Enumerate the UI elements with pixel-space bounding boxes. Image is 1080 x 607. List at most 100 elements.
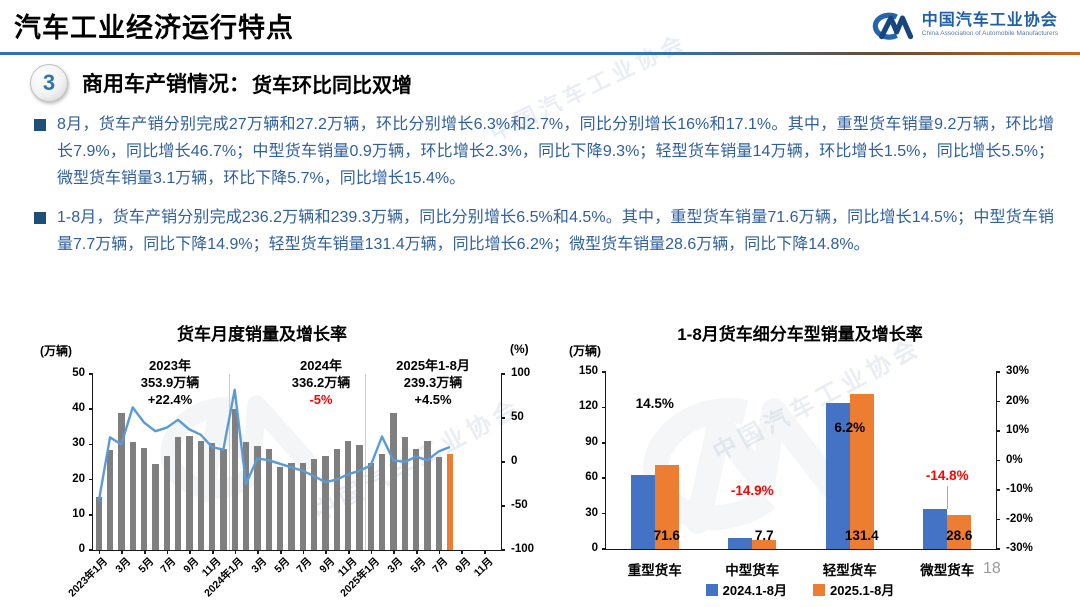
monthly-bar — [95, 496, 102, 550]
monthly-bar — [356, 444, 363, 550]
bar-value-label: 131.4 — [844, 528, 879, 543]
left-axis-tick-label: 0 — [591, 542, 598, 554]
growth-label: -14.8% — [925, 468, 969, 484]
bullet-square-icon — [34, 119, 46, 131]
axis-tick — [89, 549, 93, 551]
bar-2025 — [947, 515, 972, 549]
bar-value-label: 28.6 — [946, 528, 973, 543]
monthly-chart-plot: 0 10 20 30 40 50 -100 -50 0 50 100 2023年1月 3月 5月 7月 9月 1… — [66, 367, 535, 600]
legend-item: 2024.1-8月 — [705, 580, 787, 599]
axis-tick — [501, 461, 505, 463]
axis-tick — [438, 550, 441, 554]
segment-sales-chart: 1-8月货车细分车型销量及增长率 (万辆) 71.6 14.5% 重型货车 7.7 -1… — [565, 312, 1075, 607]
annotation-growth: +22.4% — [147, 391, 193, 407]
right-axis-tick-label: 0% — [1006, 453, 1023, 466]
monthly-bar — [163, 456, 170, 550]
axis-tick — [996, 459, 1000, 462]
annotation-2025: 2025年1-8月 239.3万辆 +4.5% — [363, 358, 503, 409]
bar-2025 — [752, 539, 777, 549]
annotation-volume: 239.3万辆 — [403, 374, 463, 390]
bar-value-label: 7.7 — [754, 528, 774, 543]
axis-tick — [98, 550, 101, 554]
left-axis-tick-label: 30 — [585, 506, 598, 519]
axis-tick — [234, 550, 237, 554]
axis-tick — [484, 550, 486, 554]
axis-tick — [189, 550, 191, 554]
monthly-bar — [129, 442, 136, 550]
monthly-bar — [288, 462, 295, 550]
left-axis-tick-label: 60 — [585, 471, 598, 484]
axis-tick — [393, 550, 395, 554]
axis-tick — [121, 550, 123, 554]
bar-2024 — [923, 509, 948, 549]
axis-tick — [212, 550, 214, 554]
right-axis-tick-label: 10% — [1006, 424, 1030, 436]
annotation-year: 2023年 — [149, 358, 191, 373]
right-axis-tick-label: 50 — [511, 411, 524, 423]
right-axis-tick-label: -30% — [1006, 542, 1033, 554]
cm-logo-icon — [862, 10, 914, 40]
monthly-bar — [140, 448, 148, 550]
axis-tick — [501, 373, 505, 375]
page-number: 18 — [983, 560, 1001, 577]
annotation-year: 2024年 — [300, 358, 342, 373]
annotation-2024: 2024年 336.2万辆 -5% — [261, 358, 381, 409]
category-label: 重型货车 — [627, 563, 682, 578]
bar-value-label: 71.6 — [653, 528, 680, 543]
annotation-growth: +4.5% — [414, 391, 452, 407]
monthly-bar — [174, 436, 182, 550]
right-axis-tick-label: 30% — [1006, 365, 1030, 377]
axis-tick — [325, 550, 327, 554]
axis-tick — [996, 430, 1000, 432]
monthly-bar — [322, 456, 329, 550]
monthly-bar — [378, 453, 386, 550]
monthly-bar — [401, 437, 408, 550]
axis-tick — [996, 518, 1000, 521]
left-axis-tick-label: 10 — [72, 507, 85, 520]
legend-swatch-2024 — [705, 583, 718, 596]
bullet-text: 1-8月，货车产销分别完成236.2万辆和239.3万辆，同比分别增长6.5%和… — [57, 208, 1054, 253]
right-axis-tick-label: -50 — [511, 499, 528, 511]
bullet-item: 8月，货车产销分别完成27万辆和27.2万辆，环比分别增长6.3%和2.7%，同… — [34, 112, 1054, 193]
section-subtitle: 货车环比同比双增 — [252, 74, 412, 97]
axis-tick — [280, 550, 282, 554]
monthly-bar — [333, 449, 340, 550]
right-axis-tick-label: 100 — [511, 367, 531, 379]
left-axis-unit: (万辆) — [40, 344, 72, 358]
growth-label: 14.5% — [635, 395, 674, 411]
growth-label: 6.2% — [834, 420, 866, 436]
monthly-bar — [390, 412, 397, 550]
category-label: 中型货车 — [725, 563, 780, 578]
monthly-bar — [299, 463, 306, 550]
axis-tick — [996, 400, 1000, 403]
chart-title: 1-8月货车细分车型销量及增长率 — [677, 325, 923, 344]
legend-swatch-2025 — [813, 583, 825, 596]
left-axis-unit: (万辆) — [569, 344, 601, 358]
axis-tick — [996, 489, 1000, 491]
monthly-bar — [367, 462, 374, 550]
axis-tick — [89, 443, 93, 446]
monthly-bar — [276, 466, 284, 550]
category-label: 微型货车 — [920, 563, 975, 578]
left-axis-tick-label: 40 — [72, 402, 85, 415]
bar-2024 — [825, 403, 850, 549]
left-axis-tick-label: 20 — [72, 472, 85, 485]
monthly-bar — [344, 441, 352, 550]
monthly-bar — [231, 409, 238, 550]
axis-tick — [602, 442, 606, 444]
growth-label-connector — [947, 486, 949, 510]
monthly-sales-chart: 货车月度销量及增长率 (万辆) (%) 2023年 353.9万辆 +22.4%… — [18, 312, 566, 604]
bar-2024 — [630, 475, 655, 549]
left-axis-tick-label: 150 — [578, 365, 598, 377]
category-label: 轻型货车 — [822, 563, 877, 578]
monthly-bar — [197, 440, 204, 550]
monthly-bar — [254, 445, 261, 550]
bullet-text: 8月，货车产销分别完成27万辆和27.2万辆，环比分别增长6.3%和2.7%，同… — [57, 116, 1054, 187]
annotation-growth: -5% — [309, 391, 333, 407]
axis-tick — [370, 550, 373, 554]
monthly-bar — [118, 413, 125, 550]
axis-tick — [602, 548, 606, 550]
axis-tick — [302, 550, 305, 554]
right-axis-tick-label: -10% — [1006, 483, 1033, 495]
left-axis-tick-label: 50 — [72, 367, 85, 379]
